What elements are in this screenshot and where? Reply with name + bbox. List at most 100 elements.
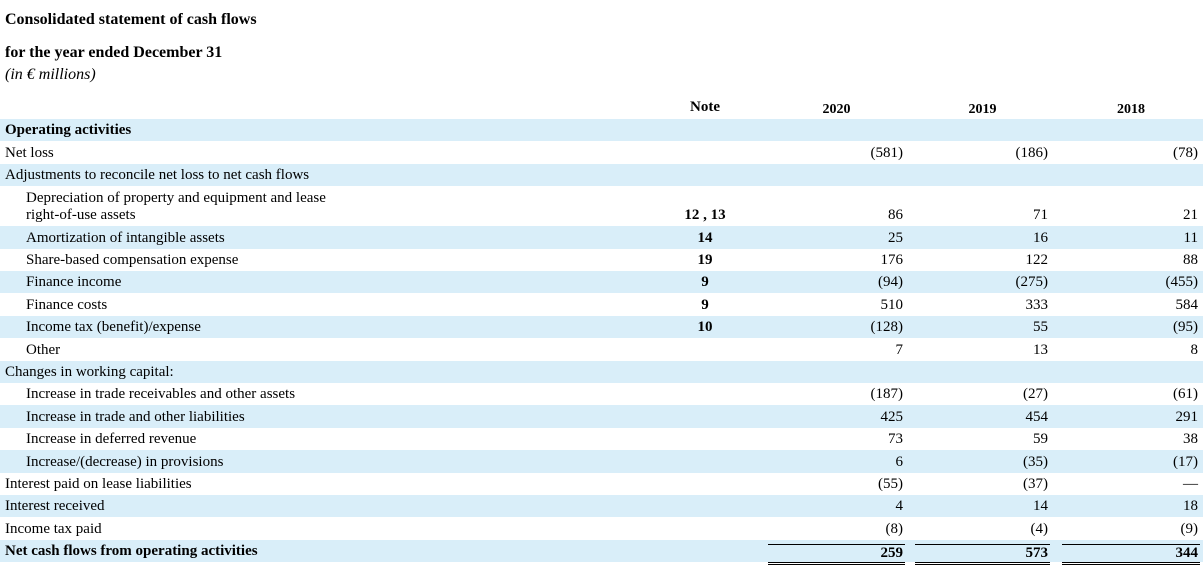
title: Consolidated statement of cash flows [5, 11, 257, 28]
table-row: Interest received 4 14 18 [0, 495, 1203, 518]
cell-value: 88 [1183, 251, 1198, 268]
cell-value: (61) [1173, 386, 1198, 403]
row-label: Other [26, 341, 61, 358]
cell-value: 18 [1183, 498, 1198, 515]
row-label: Interest paid on lease liabilities [5, 475, 192, 492]
cell-value: (95) [1173, 319, 1198, 336]
cell-value: 259 [768, 544, 905, 566]
subtitle: for the year ended December 31 [5, 44, 223, 61]
row-label: Adjustments to reconcile net loss to net… [5, 167, 310, 184]
cell-value: (9) [1180, 520, 1199, 537]
cell-value: (94) [878, 274, 903, 291]
row-label: Net cash flows from operating activities [5, 543, 258, 560]
row-label: Interest received [5, 498, 105, 515]
cell-value: (8) [885, 520, 904, 537]
table-row: Increase in trade receivables and other … [0, 383, 1203, 405]
table-row: Finance costs 9 510 333 584 [0, 293, 1203, 315]
cell-value: 13 [1033, 341, 1048, 358]
row-label: Changes in working capital: [5, 363, 174, 380]
note: 14 [697, 229, 713, 246]
cell-value: 14 [1033, 498, 1048, 515]
table-row: Other 7 13 8 [0, 338, 1203, 360]
cell-value: 454 [1025, 408, 1049, 425]
cell-value: (78) [1173, 144, 1198, 161]
cell-value: 16 [1033, 229, 1048, 246]
cell-value: (35) [1023, 453, 1048, 470]
table-row: Amortization of intangible assets 14 25 16 1… [0, 226, 1203, 249]
table-row: Increase/(decrease) in provisions 6 (35) (1… [0, 450, 1203, 473]
cell-value: (37) [1023, 475, 1048, 492]
cell-value: 176 [880, 251, 904, 268]
cell-value: (581) [870, 144, 904, 161]
cell-value: — [1183, 475, 1198, 492]
cell-value: 59 [1033, 431, 1048, 448]
row-label: Finance income [26, 274, 122, 291]
table-row: Depreciation of property and equipment a… [0, 186, 1203, 226]
cell-value: 6 [895, 453, 904, 470]
cell-value: 86 [888, 207, 903, 224]
table-row: Share-based compensation expense 19 176 122… [0, 249, 1203, 271]
column-header: 2018 [1062, 101, 1200, 121]
cell-value: (128) [870, 319, 904, 336]
cell-value: 425 [880, 408, 904, 425]
table-row: Adjustments to reconcile net loss to net… [0, 163, 1203, 187]
row-label: Income tax paid [5, 520, 102, 537]
note: 19 [697, 251, 713, 268]
cell-value: 344 [1062, 544, 1200, 566]
cell-value: (187) [870, 386, 904, 403]
cell-value: 73 [888, 431, 903, 448]
cell-value: 122 [1025, 251, 1049, 268]
row-label: Net loss [5, 144, 54, 161]
table-row: Net cash flows from operating activities… [0, 539, 1203, 566]
table-row: Changes in working capital: [0, 360, 1203, 383]
cell-value: 573 [915, 544, 1050, 566]
cell-value: 71 [1033, 207, 1048, 224]
cell-value: (455) [1165, 274, 1199, 291]
cell-value: 25 [888, 229, 903, 246]
column-header: 2019 [915, 101, 1050, 121]
cell-value: 510 [880, 296, 904, 313]
note: 12 , 13 [684, 207, 726, 224]
row-label: Amortization of intangible assets [26, 229, 225, 246]
cell-value: 21 [1183, 207, 1198, 224]
unit: (in € millions) [5, 66, 96, 83]
cell-value: 291 [1175, 408, 1199, 425]
table-row: Income tax (benefit)/expense 10 (128) 55 (95… [0, 315, 1203, 339]
table-row: Net loss (581) (186) (78) [0, 141, 1203, 163]
row-label: Increase in trade and other liabilities [26, 408, 245, 425]
table-row: Increase in trade and other liabilities 4… [0, 405, 1203, 428]
row-label: Share-based compensation expense [26, 251, 239, 268]
cell-value: 38 [1183, 431, 1198, 448]
table-row: Interest paid on lease liabilities (55) (3… [0, 473, 1203, 495]
row-label: Income tax (benefit)/expense [26, 319, 201, 336]
row-label: Increase/(decrease) in provisions [26, 453, 224, 470]
cell-value: 333 [1025, 296, 1049, 313]
note: 9 [701, 296, 709, 313]
table-row: Operating activities [0, 119, 1203, 142]
cell-value: (275) [1015, 274, 1049, 291]
note: 10 [697, 319, 713, 336]
cell-value: 55 [1033, 319, 1048, 336]
row-label: Increase in trade receivables and other … [26, 386, 296, 403]
table-row: Income tax paid (8) (4) (9) [0, 517, 1203, 539]
row-label: Finance costs [26, 296, 108, 313]
cell-value: (17) [1173, 453, 1198, 470]
cell-value: 11 [1183, 229, 1198, 246]
cell-value: (186) [1015, 144, 1049, 161]
column-header: Note [655, 99, 755, 121]
cell-value: 8 [1190, 341, 1199, 358]
cell-value: (4) [1030, 520, 1049, 537]
cell-value: 7 [895, 341, 904, 358]
cell-value: 584 [1175, 296, 1199, 313]
cell-value: (55) [878, 475, 903, 492]
table-row: Increase in deferred revenue 73 59 38 [0, 428, 1203, 450]
cell-value: 4 [895, 498, 904, 515]
column-header: 2020 [768, 101, 905, 121]
row-label: Operating activities [5, 122, 132, 139]
note: 9 [701, 274, 709, 291]
row-label: Increase in deferred revenue [26, 431, 197, 448]
cell-value: (27) [1023, 386, 1048, 403]
row-label: Depreciation of property and equipment a… [26, 190, 326, 224]
table-row: Finance income 9 (94) (275) (455) [0, 271, 1203, 294]
